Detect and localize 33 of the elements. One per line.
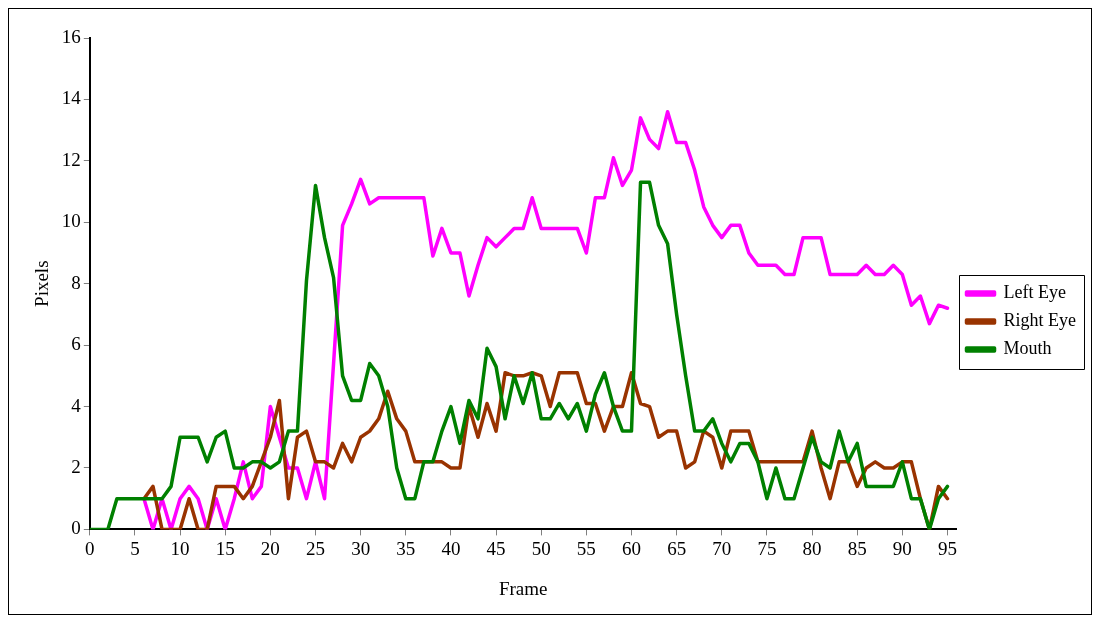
- x-tick-label: 75: [757, 537, 777, 559]
- x-tick-label: 85: [847, 537, 867, 559]
- y-axis-title: Pixels: [31, 260, 53, 307]
- x-tick-label: 30: [351, 537, 371, 559]
- x-tick-label: 15: [215, 537, 235, 559]
- y-tick-label: 10: [61, 210, 81, 232]
- y-tick-label: 8: [71, 271, 81, 293]
- x-tick-label: 20: [260, 537, 280, 559]
- y-tick-label: 4: [71, 394, 82, 416]
- y-tick-label: 0: [71, 517, 81, 539]
- x-tick-label: 60: [621, 537, 641, 559]
- x-tick-label: 5: [130, 537, 140, 559]
- x-tick-label: 50: [531, 537, 551, 559]
- y-tick-label: 14: [61, 87, 82, 109]
- x-tick-label: 95: [937, 537, 957, 559]
- x-tick-label: 35: [396, 537, 416, 559]
- x-tick-label: 45: [486, 537, 506, 559]
- y-tick-label: 12: [61, 148, 81, 170]
- x-tick-label: 25: [306, 537, 326, 559]
- x-tick-label: 70: [712, 537, 732, 559]
- x-tick-label: 40: [441, 537, 461, 559]
- x-axis-title: Frame: [498, 577, 548, 599]
- x-tick-label: 55: [576, 537, 596, 559]
- legend-label: Left Eye: [1003, 282, 1066, 303]
- x-tick-label: 65: [667, 537, 687, 559]
- x-tick-label: 10: [170, 537, 190, 559]
- y-tick-label: 6: [71, 333, 81, 355]
- y-tick-label: 2: [71, 455, 81, 477]
- legend-label: Right Eye: [1003, 310, 1077, 331]
- y-tick-label: 16: [61, 25, 81, 47]
- x-tick-label: 80: [802, 537, 822, 559]
- legend-label: Mouth: [1003, 338, 1052, 359]
- x-tick-label: 90: [892, 537, 912, 559]
